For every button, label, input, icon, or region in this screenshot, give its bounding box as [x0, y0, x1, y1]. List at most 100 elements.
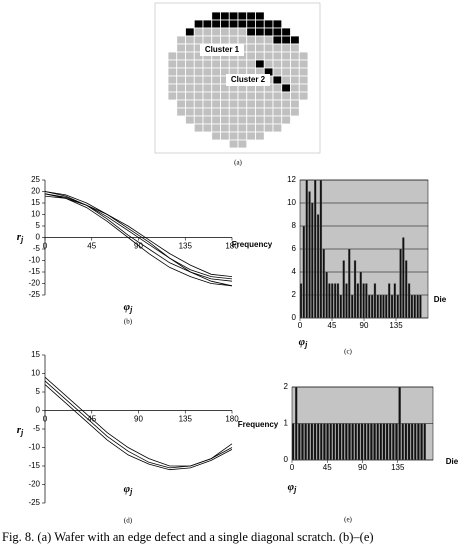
die	[211, 123, 221, 133]
die	[246, 27, 256, 37]
die	[237, 115, 248, 125]
die	[167, 59, 178, 69]
x-tick-label: 0	[43, 415, 48, 424]
die	[202, 107, 213, 117]
die	[290, 83, 300, 93]
die	[281, 59, 291, 69]
bar	[351, 423, 354, 461]
bar	[336, 283, 340, 319]
bar	[333, 283, 337, 319]
die	[281, 51, 291, 61]
die	[228, 19, 239, 29]
die	[281, 35, 291, 45]
die	[193, 27, 204, 37]
die	[211, 11, 221, 21]
bar	[301, 423, 304, 461]
die	[220, 35, 230, 45]
die	[220, 115, 230, 125]
die	[176, 83, 186, 93]
bar	[362, 283, 365, 319]
die	[220, 131, 230, 141]
axis-label: rj	[17, 424, 24, 437]
bar	[370, 294, 374, 319]
die	[246, 35, 256, 45]
axis-label: rj	[17, 231, 24, 244]
bar	[393, 283, 397, 319]
x-tick-label: 180	[225, 242, 239, 251]
line-series	[44, 380, 233, 469]
die	[263, 43, 274, 53]
die	[281, 99, 291, 109]
bar	[382, 423, 386, 461]
bar	[398, 386, 401, 461]
die	[202, 99, 213, 109]
die	[220, 59, 230, 69]
bar	[328, 283, 331, 319]
x-tick-label: 90	[134, 415, 143, 424]
die	[246, 131, 256, 141]
y-tick-label: 4	[292, 267, 297, 276]
die	[185, 43, 195, 53]
depth-label: Die	[434, 295, 447, 304]
die	[281, 115, 291, 125]
y-tick-label: -20	[28, 279, 40, 288]
die	[202, 19, 213, 29]
die	[185, 27, 195, 37]
die	[290, 51, 300, 61]
die	[211, 75, 221, 85]
y-tick-label: 0	[292, 313, 297, 322]
bar	[392, 423, 395, 461]
die	[246, 91, 256, 101]
die	[237, 139, 248, 149]
die	[220, 91, 230, 101]
y-tick-label: -5	[33, 424, 41, 433]
die	[193, 19, 204, 29]
die	[272, 123, 283, 133]
die	[211, 35, 221, 45]
die	[255, 131, 265, 141]
die	[237, 11, 248, 21]
die	[185, 115, 195, 125]
bar	[325, 271, 328, 319]
y-tick-label: 0	[284, 455, 289, 464]
y-tick-label: -10	[28, 256, 40, 265]
line-series	[44, 195, 233, 277]
die	[255, 43, 265, 53]
die	[193, 107, 204, 117]
die	[176, 51, 186, 61]
bar	[370, 423, 373, 461]
die	[228, 27, 239, 37]
bar	[351, 294, 354, 319]
die	[298, 51, 309, 61]
die	[255, 115, 265, 125]
die	[281, 43, 291, 53]
die	[211, 99, 221, 109]
die	[228, 131, 239, 141]
die	[255, 11, 265, 21]
bar	[322, 248, 325, 319]
die	[202, 123, 213, 133]
die	[272, 99, 283, 109]
die	[176, 67, 186, 77]
cluster-label-box	[226, 74, 270, 86]
bar	[360, 423, 364, 461]
die	[176, 91, 186, 101]
bar	[313, 423, 317, 461]
die	[167, 51, 178, 61]
bar	[367, 423, 370, 461]
x-tick-label: 135	[179, 415, 193, 424]
axis-label: φj	[288, 481, 297, 494]
die	[272, 115, 283, 125]
y-tick-label: -15	[28, 461, 40, 470]
cluster-label: Cluster 2	[231, 75, 266, 84]
die	[246, 51, 256, 61]
die	[263, 35, 274, 45]
y-tick-label: 5	[36, 221, 41, 230]
die	[263, 91, 274, 101]
line-series	[44, 384, 233, 471]
die	[193, 91, 204, 101]
die	[202, 83, 213, 93]
die	[228, 123, 239, 133]
die	[185, 35, 195, 45]
die	[263, 59, 274, 69]
